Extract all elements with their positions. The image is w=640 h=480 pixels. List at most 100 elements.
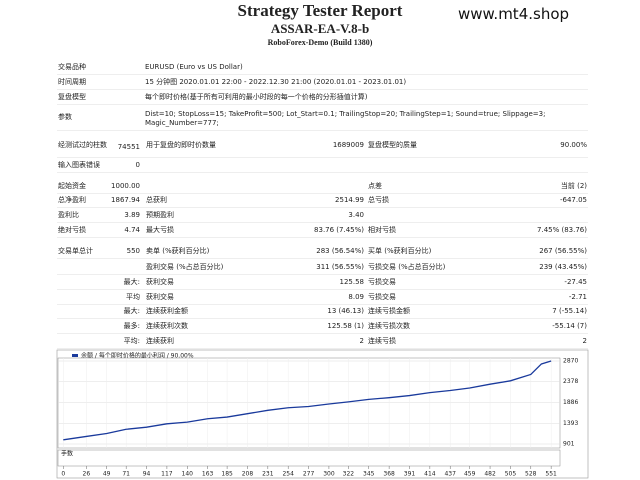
x-tick-label: 528 <box>525 471 537 478</box>
stat-label: 亏损交易 (%占总百分比) <box>368 263 446 271</box>
x-tick-label: 322 <box>343 471 355 478</box>
stat-value: 311 (56.55%) <box>316 263 364 271</box>
stat-value: -2.71 <box>568 293 587 301</box>
stat-value: 125.58 (1) <box>327 322 364 330</box>
x-tick-label: 231 <box>262 471 274 478</box>
balance-line <box>63 360 552 441</box>
y-tick-label: 1393 <box>563 420 578 427</box>
stat-value: 4.74 <box>124 226 140 234</box>
x-tick-label: 437 <box>444 471 456 478</box>
x-tick-label: 414 <box>424 471 436 478</box>
x-tick-label: 185 <box>221 471 233 478</box>
plot-area <box>57 357 561 449</box>
server-name: RoboForex-Demo (Build 1380) <box>267 38 373 47</box>
stat-value: 1689009 <box>332 141 364 149</box>
stat-row <box>57 305 588 319</box>
stat-value: -27.45 <box>564 278 587 286</box>
stat-label: 卖单 (%获利百分比) <box>146 247 210 255</box>
stat-label: 获利交易 <box>146 293 174 301</box>
stat-row <box>57 209 588 223</box>
report-title: Strategy Tester Report <box>237 1 403 20</box>
stat-label: 预期盈利 <box>146 211 174 219</box>
volume-label: 手数 <box>61 450 73 458</box>
stat-row <box>57 139 588 158</box>
stat-label: 连续获利 <box>146 337 174 345</box>
stat-value: 74551 <box>117 143 140 151</box>
stat-row <box>57 291 588 305</box>
x-tick-label: 277 <box>303 471 315 478</box>
stat-group: 平均 <box>126 293 140 301</box>
stat-row <box>57 320 588 334</box>
info-label: 时间周期 <box>58 78 86 86</box>
stat-label: 交易单总计 <box>58 247 93 255</box>
info-value: 每个即时价格(基于所有可利用的最小时段的每一个价格的分形插值计算) <box>145 93 368 101</box>
x-tick-label: 0 <box>61 471 65 478</box>
stat-label: 经测试过的柱数 <box>58 141 107 149</box>
legend-label: 余额 / 每个即时价格的最小利润 / 90.00% <box>81 352 194 360</box>
info-row <box>57 108 588 131</box>
stat-label: 连续获利金额 <box>146 307 188 315</box>
stat-value: 13 (46.13) <box>327 307 364 315</box>
stat-value: 550 <box>126 247 140 255</box>
stat-label: 盈利比 <box>58 211 79 219</box>
stat-label: 点差 <box>368 182 382 190</box>
stat-value: 239 (43.45%) <box>539 263 587 271</box>
stat-value: 283 (56.54%) <box>316 247 364 255</box>
stat-value: 7 (-55.14) <box>552 307 587 315</box>
stat-value: 125.58 <box>339 278 365 286</box>
x-tick-label: 254 <box>282 471 294 478</box>
stat-label: 输入图表错误 <box>58 161 100 169</box>
stat-value: 0 <box>135 161 140 169</box>
stat-label: 获利交易 <box>146 278 174 286</box>
info-label: 交易品种 <box>58 63 86 71</box>
y-tick-label: 901 <box>563 440 575 447</box>
stat-label: 总净盈利 <box>58 196 86 204</box>
stat-value: -647.05 <box>559 196 587 204</box>
x-tick-label: 49 <box>103 471 111 478</box>
y-tick-label: 2870 <box>563 357 578 364</box>
stat-row <box>57 261 588 275</box>
y-tick-label: 1886 <box>563 399 578 406</box>
info-row <box>57 76 588 90</box>
x-tick-label: 391 <box>404 471 416 478</box>
x-tick-label: 163 <box>202 471 214 478</box>
volume-panel <box>57 449 561 467</box>
x-tick-label: 140 <box>182 471 194 478</box>
stat-label: 连续亏损次数 <box>368 322 410 330</box>
stat-value: 2514.99 <box>335 196 364 204</box>
info-row <box>57 91 588 105</box>
stat-label: 复盘模型的质量 <box>368 141 417 149</box>
x-tick-label: 459 <box>464 471 476 478</box>
info-value: Dist=10; StopLoss=15; TakeProfit=500; Lo… <box>145 110 546 127</box>
stat-value: 当前 (2) <box>560 182 587 190</box>
stat-row <box>57 159 588 173</box>
stat-value: 267 (56.55%) <box>539 247 587 255</box>
x-tick-label: 208 <box>242 471 254 478</box>
x-tick-label: 551 <box>545 471 557 478</box>
stat-label: 连续亏损金额 <box>368 307 410 315</box>
x-tick-label: 71 <box>122 471 130 478</box>
stat-label: 连续亏损 <box>368 337 396 345</box>
stat-value: 83.76 (7.45%) <box>314 226 364 234</box>
stat-value: 1000.00 <box>111 182 140 190</box>
watermark: www.mt4.shop <box>458 5 570 23</box>
stat-row <box>57 180 588 194</box>
info-value: EURUSD (Euro vs US Dollar) <box>145 63 243 71</box>
x-tick-label: 94 <box>143 471 151 478</box>
stat-label: 买单 (%获利百分比) <box>368 247 432 255</box>
stat-label: 亏损交易 <box>368 278 396 286</box>
stat-label: 最大亏损 <box>146 226 174 234</box>
stat-row <box>57 245 588 259</box>
expert-name: ASSAR-EA-V.8-b <box>270 21 370 36</box>
stat-row <box>57 276 588 290</box>
stat-value: 1867.94 <box>111 196 140 204</box>
stat-row <box>57 335 588 349</box>
stat-label: 盈利交易 (%占总百分比) <box>146 263 224 271</box>
x-tick-label: 482 <box>484 471 496 478</box>
stat-value: 3.40 <box>348 211 364 219</box>
stat-value: 3.89 <box>124 211 140 219</box>
stat-label: 总亏损 <box>368 196 389 204</box>
stat-group: 最大: <box>123 278 140 286</box>
